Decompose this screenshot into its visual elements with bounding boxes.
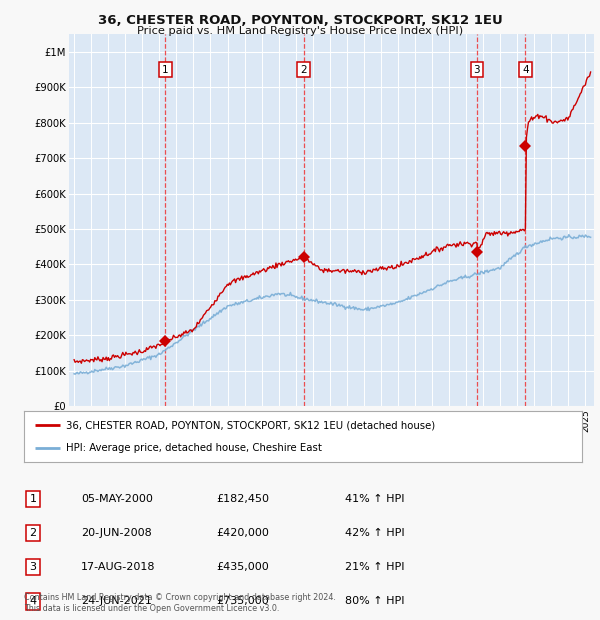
Text: 2: 2: [301, 64, 307, 74]
Text: 20-JUN-2008: 20-JUN-2008: [81, 528, 152, 538]
Text: 3: 3: [473, 64, 480, 74]
Text: HPI: Average price, detached house, Cheshire East: HPI: Average price, detached house, Ches…: [66, 443, 322, 453]
Text: £735,000: £735,000: [216, 596, 269, 606]
Text: Price paid vs. HM Land Registry's House Price Index (HPI): Price paid vs. HM Land Registry's House …: [137, 26, 463, 36]
Text: 41% ↑ HPI: 41% ↑ HPI: [345, 494, 404, 504]
Text: 2: 2: [29, 528, 37, 538]
Text: 17-AUG-2018: 17-AUG-2018: [81, 562, 155, 572]
Text: Contains HM Land Registry data © Crown copyright and database right 2024.
This d: Contains HM Land Registry data © Crown c…: [24, 593, 336, 613]
Text: £420,000: £420,000: [216, 528, 269, 538]
Text: 36, CHESTER ROAD, POYNTON, STOCKPORT, SK12 1EU (detached house): 36, CHESTER ROAD, POYNTON, STOCKPORT, SK…: [66, 420, 435, 430]
Text: £435,000: £435,000: [216, 562, 269, 572]
Text: 3: 3: [29, 562, 37, 572]
Text: 21% ↑ HPI: 21% ↑ HPI: [345, 562, 404, 572]
Text: 4: 4: [522, 64, 529, 74]
Text: 42% ↑ HPI: 42% ↑ HPI: [345, 528, 404, 538]
Text: 24-JUN-2021: 24-JUN-2021: [81, 596, 152, 606]
Text: 36, CHESTER ROAD, POYNTON, STOCKPORT, SK12 1EU: 36, CHESTER ROAD, POYNTON, STOCKPORT, SK…: [98, 14, 502, 27]
Text: 1: 1: [162, 64, 169, 74]
Text: 1: 1: [29, 494, 37, 504]
Text: £182,450: £182,450: [216, 494, 269, 504]
Text: 05-MAY-2000: 05-MAY-2000: [81, 494, 153, 504]
Text: 80% ↑ HPI: 80% ↑ HPI: [345, 596, 404, 606]
Text: 4: 4: [29, 596, 37, 606]
